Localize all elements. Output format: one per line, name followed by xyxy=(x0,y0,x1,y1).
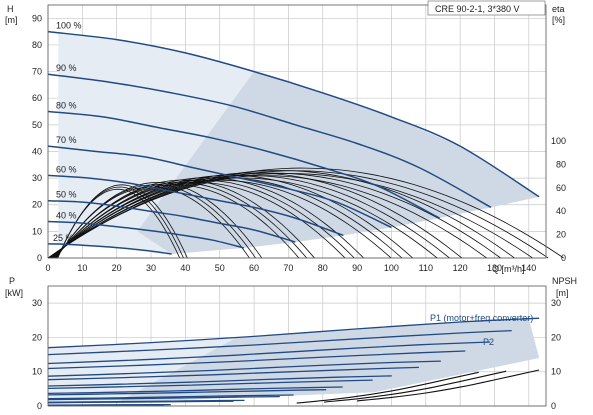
top-axis-labels: 0 10 20 30 40 50 60 70 80 90 100 110 120 130 140 0 10 20 3… xyxy=(32,13,566,273)
x-axis-label: Q [m³/h] xyxy=(492,264,525,274)
x-tick-label: 0 xyxy=(45,263,50,273)
x-tick-label: 70 xyxy=(283,263,293,273)
x-tick-label: 30 xyxy=(146,263,156,273)
npsh-curve xyxy=(296,371,479,404)
y2-tick-label: 20 xyxy=(556,230,566,240)
bottom-y-tick-label: 20 xyxy=(32,332,42,342)
head-curves: 100 % 90 % 80 % 70 % 60 % 50 % 40 % 25 % xyxy=(47,21,540,255)
top-y2-axis-label-eta: eta xyxy=(552,4,565,14)
efficiency-curve xyxy=(50,177,438,259)
x-tick-label: 120 xyxy=(453,263,468,273)
npsh-curve xyxy=(324,370,507,403)
y-tick-label: 20 xyxy=(32,200,42,210)
x-tick-label: 10 xyxy=(77,263,87,273)
y-tick-label: 40 xyxy=(32,146,42,156)
head-curve xyxy=(47,220,244,249)
head-curve xyxy=(47,243,172,255)
bottom-axis-labels: 0 10 20 30 0 10 20 30 xyxy=(32,298,561,411)
y-tick-label: 50 xyxy=(32,120,42,130)
power-curve xyxy=(47,386,343,395)
head-curve xyxy=(47,110,440,219)
power-curve xyxy=(47,395,280,401)
y-tick-label: 10 xyxy=(32,226,42,236)
p1-annotation: P1 (motor+freq.converter) xyxy=(430,313,533,323)
bottom-y-tick-label: 10 xyxy=(32,367,42,377)
bottom-y-axis-label-unit: [kW] xyxy=(5,288,23,298)
power-curve xyxy=(47,366,419,381)
bottom-y2-axis-label-npsh: NPSH xyxy=(552,276,577,286)
power-curve xyxy=(47,329,512,356)
y-tick-label: 30 xyxy=(32,173,42,183)
npsh-curve xyxy=(357,369,540,402)
head-curve xyxy=(47,174,344,237)
power-curve xyxy=(47,350,466,370)
bottom-y-tick-label: 0 xyxy=(37,401,42,411)
x-tick-label: 100 xyxy=(384,263,399,273)
x-tick-label: 130 xyxy=(487,263,502,273)
envelope-dark xyxy=(137,71,540,255)
power-curve xyxy=(47,317,540,349)
speed-label: 50 % xyxy=(56,190,77,200)
power-curves xyxy=(47,317,540,406)
speed-label: 90 % xyxy=(56,63,77,73)
speed-label: 40 % xyxy=(56,211,77,221)
head-curve xyxy=(47,73,492,209)
speed-label: 60 % xyxy=(56,164,77,174)
top-plot-frame xyxy=(47,4,547,259)
speed-label: 100 % xyxy=(56,21,82,31)
top-y-axis-label-h: H xyxy=(7,4,14,14)
efficiency-curve xyxy=(57,188,181,259)
head-curve xyxy=(47,145,392,229)
bottom-y2-axis-label-unit: [m] xyxy=(556,288,569,298)
y-tick-label: 70 xyxy=(32,67,42,77)
speed-label: 80 % xyxy=(56,101,77,111)
power-curve xyxy=(47,400,234,404)
power-curve xyxy=(47,360,441,377)
bottom-y2-tick-label: 10 xyxy=(551,367,561,377)
y2-tick-label: 60 xyxy=(556,183,566,193)
x-tick-label: 60 xyxy=(249,263,259,273)
top-y2-axis-label-unit: [%] xyxy=(552,15,565,25)
top-operating-envelope xyxy=(58,32,540,255)
bottom-plot-frame xyxy=(47,285,547,407)
efficiency-curve xyxy=(53,182,346,259)
y-tick-label: 80 xyxy=(32,40,42,50)
y-tick-label: 90 xyxy=(32,13,42,23)
y-tick-label: 0 xyxy=(37,253,42,263)
bottom-y-tick-label: 30 xyxy=(32,298,42,308)
x-tick-label: 110 xyxy=(419,263,433,273)
head-curve xyxy=(47,199,296,243)
chart-title: CRE 90-2-1, 3*380 V xyxy=(435,4,520,14)
efficiency-curve xyxy=(51,179,392,259)
bottom-y-axis-label-p: P xyxy=(9,276,15,286)
efficiency-curve xyxy=(49,175,487,259)
head-curve xyxy=(47,30,540,198)
x-tick-label: 50 xyxy=(215,263,225,273)
x-tick-label: 20 xyxy=(112,263,122,273)
y2-tick-label: 80 xyxy=(556,159,566,169)
y2-tick-label: 100 xyxy=(551,136,566,146)
bottom-y2-tick-label: 0 xyxy=(551,401,556,411)
bottom-y2-tick-label: 20 xyxy=(551,332,561,342)
speed-label: 25 % xyxy=(53,233,74,243)
x-tick-label: 40 xyxy=(180,263,190,273)
x-tick-label: 140 xyxy=(521,263,536,273)
speed-label: 70 % xyxy=(56,135,77,145)
bottom-y2-tick-label: 30 xyxy=(551,298,561,308)
power-curve xyxy=(47,379,373,390)
power-curve xyxy=(47,389,327,396)
x-tick-label: 80 xyxy=(318,263,328,273)
y2-tick-label: 40 xyxy=(556,206,566,216)
y-tick-label: 60 xyxy=(32,93,42,103)
power-curve xyxy=(47,341,491,365)
x-tick-label: 90 xyxy=(352,263,362,273)
power-curve xyxy=(47,394,294,400)
power-curve xyxy=(47,375,392,387)
y2-tick-label: 0 xyxy=(561,253,566,263)
p2-annotation: P2 xyxy=(483,337,494,347)
top-y-axis-label-unit: [m] xyxy=(5,15,18,25)
title-box xyxy=(427,0,546,16)
